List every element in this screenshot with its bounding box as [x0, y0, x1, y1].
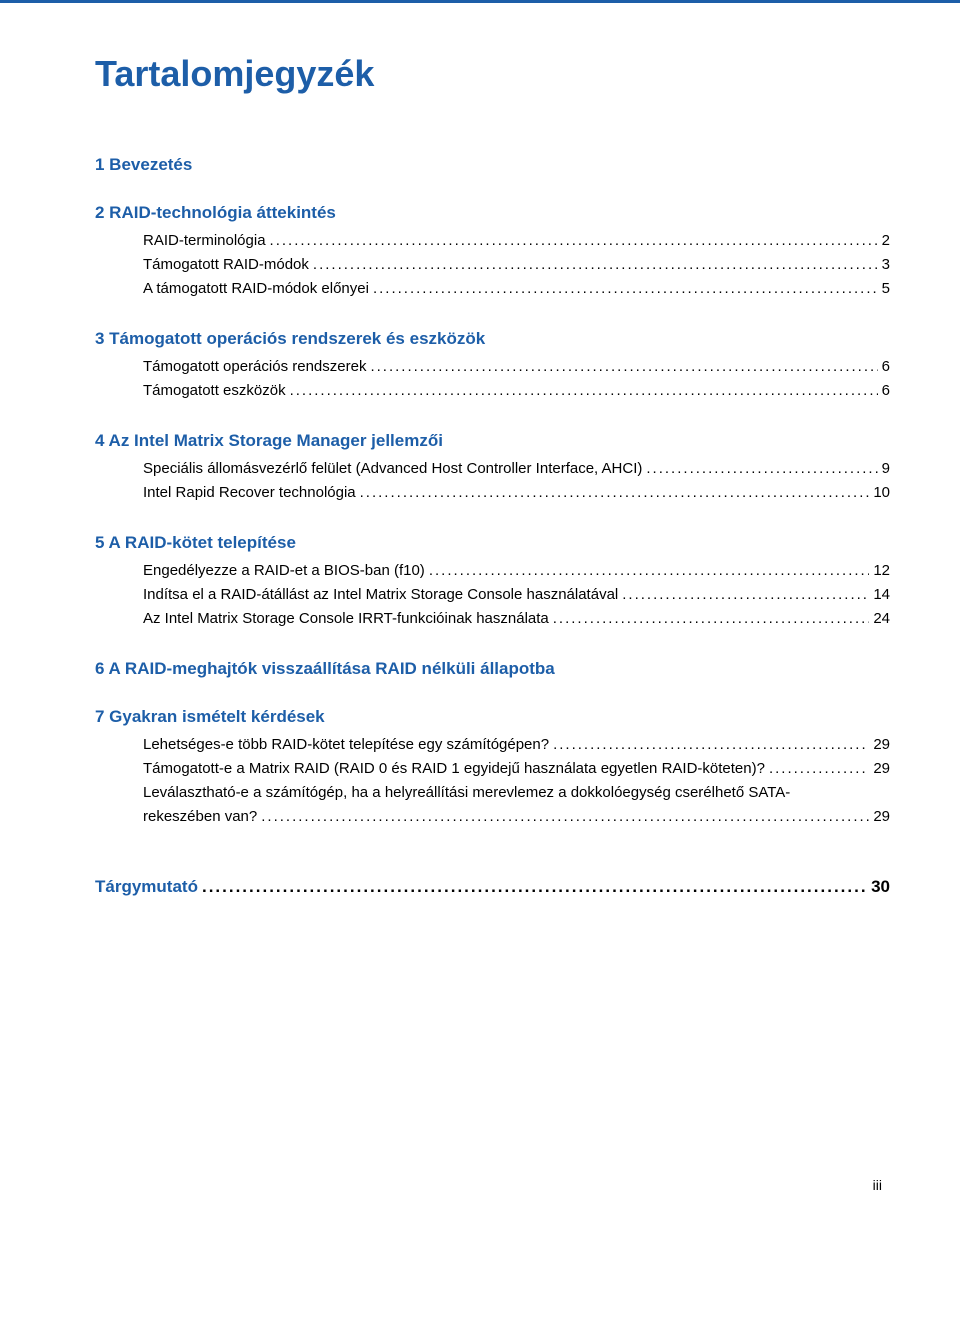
toc-label: Támogatott-e a Matrix RAID (RAID 0 és RA…	[143, 757, 765, 781]
toc-entry[interactable]: Támogatott operációs rendszerek 6	[143, 355, 890, 379]
leader-dots	[290, 379, 878, 403]
page-title: Tartalomjegyzék	[95, 53, 890, 95]
toc-label: Leválasztható-e a számítógép, ha a helyr…	[143, 781, 790, 805]
toc-entry[interactable]: Intel Rapid Recover technológia 10	[143, 481, 890, 505]
toc-page-number: 6	[882, 379, 890, 403]
toc-page-number: 29	[873, 805, 890, 829]
leader-dots	[370, 355, 877, 379]
toc-label: Indítsa el a RAID-átállást az Intel Matr…	[143, 583, 618, 607]
toc-page-number: 29	[873, 733, 890, 757]
toc-label: RAID-terminológia	[143, 229, 266, 253]
toc-entry[interactable]: RAID-terminológia 2	[143, 229, 890, 253]
toc-page-number: 9	[882, 457, 890, 481]
section-heading[interactable]: 2 RAID-technológia áttekintés	[95, 203, 890, 223]
toc-page-number: 12	[873, 559, 890, 583]
leader-dots	[360, 481, 870, 505]
leader-dots	[622, 583, 869, 607]
table-of-contents: 1 Bevezetés 2 RAID-technológia áttekintés…	[95, 155, 890, 829]
toc-entry[interactable]: Az Intel Matrix Storage Console IRRT-fun…	[143, 607, 890, 631]
toc-entry-continuation[interactable]: rekeszében van? 29	[143, 805, 890, 829]
toc-label: Támogatott RAID-módok	[143, 253, 309, 277]
leader-dots	[261, 805, 869, 829]
leader-dots	[769, 757, 869, 781]
toc-entry[interactable]: A támogatott RAID-módok előnyei 5	[143, 277, 890, 301]
toc-label: Támogatott eszközök	[143, 379, 286, 403]
toc-label: Az Intel Matrix Storage Console IRRT-fun…	[143, 607, 549, 631]
toc-label: Intel Rapid Recover technológia	[143, 481, 356, 505]
toc-label: Engedélyezze a RAID-et a BIOS-ban (f10)	[143, 559, 425, 583]
leader-dots	[202, 877, 867, 897]
toc-label: A támogatott RAID-módok előnyei	[143, 277, 369, 301]
section-heading[interactable]: 4 Az Intel Matrix Storage Manager jellem…	[95, 431, 890, 451]
toc-page-number: 14	[873, 583, 890, 607]
toc-entry[interactable]: Támogatott eszközök 6	[143, 379, 890, 403]
section-heading[interactable]: 7 Gyakran ismételt kérdések	[95, 707, 890, 727]
section-heading[interactable]: 6 A RAID-meghajtók visszaállítása RAID n…	[95, 659, 890, 679]
leader-dots	[313, 253, 878, 277]
toc-entry[interactable]: Engedélyezze a RAID-et a BIOS-ban (f10) 1…	[143, 559, 890, 583]
leader-dots	[553, 733, 869, 757]
toc-page-number: 24	[873, 607, 890, 631]
section-heading[interactable]: 1 Bevezetés	[95, 155, 890, 175]
index-entry[interactable]: Tárgymutató 30	[95, 877, 890, 897]
leader-dots	[646, 457, 877, 481]
toc-page-number: 6	[882, 355, 890, 379]
toc-label: rekeszében van?	[143, 805, 257, 829]
section-heading[interactable]: 3 Támogatott operációs rendszerek és esz…	[95, 329, 890, 349]
toc-page-number: 10	[873, 481, 890, 505]
toc-entry[interactable]: Speciális állomásvezérlő felület (Advanc…	[143, 457, 890, 481]
page-body: Tartalomjegyzék 1 Bevezetés 2 RAID-techno…	[0, 3, 960, 1223]
toc-entry[interactable]: Támogatott RAID-módok 3	[143, 253, 890, 277]
toc-page-number: 5	[882, 277, 890, 301]
toc-page-number: 2	[882, 229, 890, 253]
toc-entry[interactable]: Leválasztható-e a számítógép, ha a helyr…	[143, 781, 890, 805]
toc-label: Támogatott operációs rendszerek	[143, 355, 366, 379]
toc-entry[interactable]: Indítsa el a RAID-átállást az Intel Matr…	[143, 583, 890, 607]
leader-dots	[270, 229, 878, 253]
page-number: iii	[95, 1177, 890, 1193]
toc-page-number: 29	[873, 757, 890, 781]
toc-label: Speciális állomásvezérlő felület (Advanc…	[143, 457, 642, 481]
leader-dots	[373, 277, 878, 301]
leader-dots	[429, 559, 870, 583]
toc-label: Lehetséges-e több RAID-kötet telepítése …	[143, 733, 549, 757]
toc-entry[interactable]: Lehetséges-e több RAID-kötet telepítése …	[143, 733, 890, 757]
index-page: 30	[871, 877, 890, 897]
toc-entry[interactable]: Támogatott-e a Matrix RAID (RAID 0 és RA…	[143, 757, 890, 781]
leader-dots	[553, 607, 870, 631]
toc-page-number: 3	[882, 253, 890, 277]
section-heading[interactable]: 5 A RAID-kötet telepítése	[95, 533, 890, 553]
index-label: Tárgymutató	[95, 877, 198, 897]
